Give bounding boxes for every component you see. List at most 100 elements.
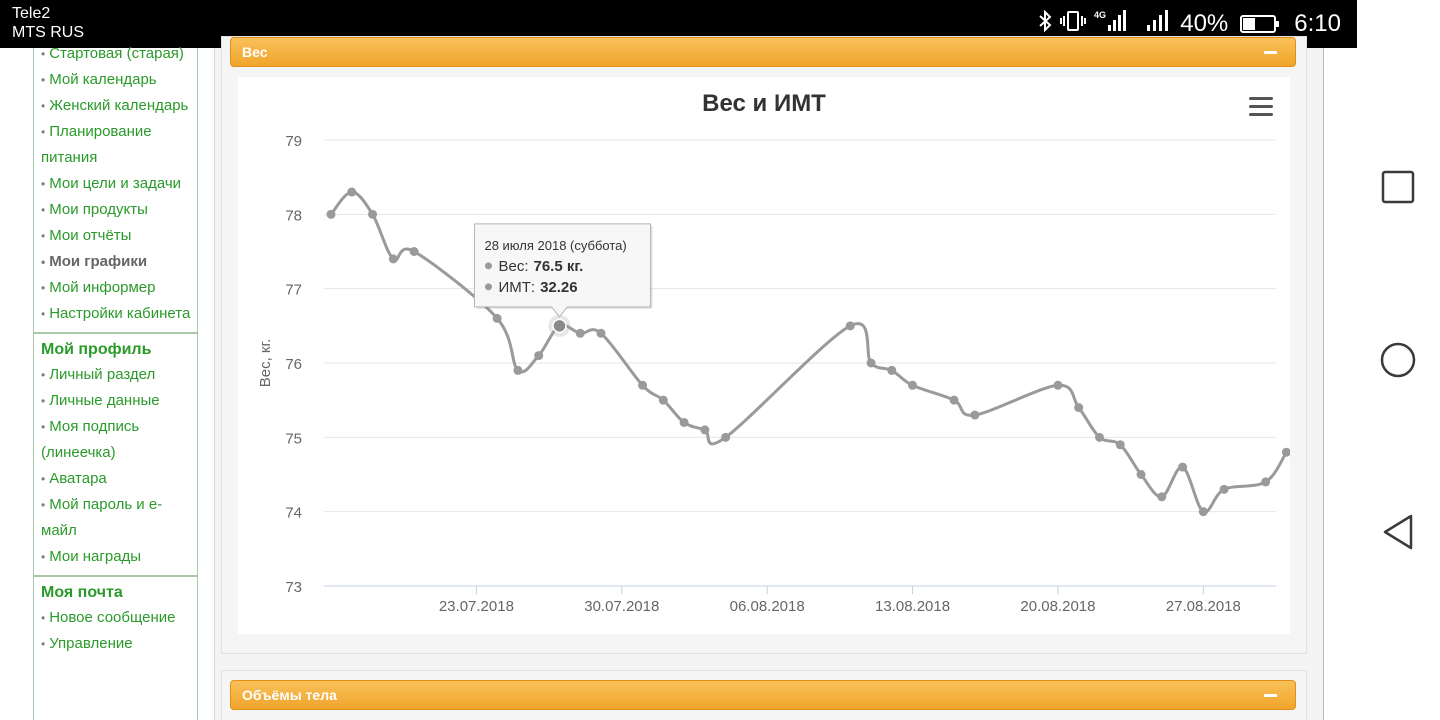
bullet-icon: • — [41, 203, 46, 217]
home-button[interactable] — [1377, 339, 1419, 381]
x-tick-label: 06.08.2018 — [730, 598, 805, 615]
back-triangle-icon — [1383, 514, 1413, 550]
sidebar-menu-item-label: Женский календарь — [49, 97, 189, 114]
data-point — [908, 380, 918, 390]
page: • Стартовая (старая) • Мой календарь • Женски… — [0, 36, 1357, 720]
x-tick-label: 30.07.2018 — [584, 598, 659, 615]
sidebar-menu-item[interactable]: • Мои графики — [41, 249, 193, 275]
bullet-icon: • — [41, 611, 46, 625]
tooltip-line: ИМТ: 32.26 — [498, 279, 577, 296]
bullet-icon: • — [41, 472, 46, 486]
bullet-icon: • — [41, 47, 46, 61]
sidebar-menu-item[interactable]: • Планирование питания — [41, 119, 193, 171]
data-point — [1281, 447, 1291, 457]
back-button[interactable] — [1377, 511, 1419, 553]
bullet-icon: • — [41, 307, 46, 321]
tooltip-line: Вес: 76.5 кг. — [498, 258, 583, 275]
data-point — [866, 358, 876, 368]
series-line — [329, 190, 1288, 514]
data-point — [949, 395, 959, 405]
sidebar-menu-item-label: Мои награды — [49, 548, 142, 565]
menu-section-mail: Моя почта • Новое сообщение • Управление — [34, 575, 197, 657]
sidebar-menu-item[interactable]: • Мой пароль и е-майл — [41, 492, 193, 544]
sidebar-menu-item[interactable]: • Управление — [41, 631, 193, 657]
bullet-icon: • — [41, 229, 46, 243]
y-tick-label: 73 — [285, 579, 302, 596]
menu-title-mail: Моя почта — [41, 584, 123, 601]
sidebar-menu-item[interactable]: • Стартовая (старая) — [41, 41, 193, 67]
data-point — [1053, 380, 1063, 390]
weight-panel: Вес Вес и ИМТ 73 74 75 76 77 78 79 Вес, кг. 23.07… — [221, 36, 1307, 654]
x-tick-label: 27.08.2018 — [1166, 598, 1241, 615]
menu-bar — [1249, 113, 1273, 116]
data-point — [887, 365, 897, 375]
sidebar-menu-item[interactable]: • Новое сообщение — [41, 605, 193, 631]
data-point — [534, 351, 544, 361]
sidebar-menu-item[interactable]: • Женский календарь — [41, 93, 193, 119]
bullet-icon: • — [41, 99, 46, 113]
menu-bar — [1249, 97, 1273, 100]
tooltip-line-value: 76.5 кг. — [533, 258, 583, 275]
vibrate-icon — [1060, 10, 1087, 39]
chart-container: Вес и ИМТ 73 74 75 76 77 78 79 Вес, кг. 23.07.201… — [238, 77, 1291, 634]
data-point — [658, 395, 668, 405]
x-tick-label: 13.08.2018 — [875, 598, 950, 615]
sidebar-menu-item[interactable]: • Мои награды — [41, 544, 193, 570]
sidebar-menu-item-label: Моя подпись (линеечка) — [41, 418, 140, 461]
sidebar-menu-item-label: Личный раздел — [49, 366, 156, 383]
weight-chart: Вес и ИМТ 73 74 75 76 77 78 79 Вес, кг. 23.07.201… — [257, 90, 1291, 615]
y-tick-label: 75 — [285, 430, 302, 447]
signal-icon — [1146, 9, 1172, 40]
sidebar-menu-item[interactable]: • Мои продукты — [41, 197, 193, 223]
sidebar-menu-item[interactable]: • Личный раздел — [41, 362, 193, 388]
bullet-icon: • — [41, 73, 46, 87]
data-point — [596, 328, 606, 338]
tooltip-header: 28 июля 2018 (суббота) — [484, 238, 626, 253]
battery-icon — [1240, 15, 1280, 33]
collapse-icon[interactable] — [1264, 694, 1277, 697]
tooltip-bullet — [484, 283, 492, 291]
bullet-icon: • — [41, 498, 46, 512]
sidebar-menu-item-label: Мой пароль и е-майл — [41, 496, 163, 539]
y-axis-label: Вес, кг. — [257, 339, 274, 388]
sidebar-menu-item-label: Мои цели и задачи — [49, 175, 182, 192]
circle-icon — [1380, 342, 1416, 378]
sidebar: • Стартовая (старая) • Мой календарь • Женски… — [33, 45, 198, 720]
weight-panel-header[interactable]: Вес — [230, 37, 1296, 67]
bullet-icon: • — [41, 125, 46, 139]
body-panel-header[interactable]: Объёмы тела — [230, 680, 1296, 710]
sidebar-menu-item-label: Мой календарь — [49, 71, 157, 88]
tooltip-line-value: 32.26 — [540, 279, 578, 296]
data-point — [1219, 484, 1229, 494]
data-point — [513, 365, 523, 375]
sidebar-menu-item[interactable]: • Мои отчёты — [41, 223, 193, 249]
sidebar-menu-item-label: Стартовая (старая) — [49, 45, 184, 62]
recent-apps-button[interactable] — [1377, 166, 1419, 208]
sidebar-menu-item-label: Настройки кабинета — [49, 305, 191, 322]
carrier-name: Tele2 — [12, 5, 51, 22]
square-icon — [1381, 170, 1415, 204]
data-point — [326, 209, 336, 219]
sidebar-menu-item-label: Мои отчёты — [49, 227, 132, 244]
sidebar-menu-item[interactable]: • Мой информер — [41, 275, 193, 301]
sidebar-menu-item[interactable]: • Моя подпись (линеечка) — [41, 414, 193, 466]
data-point — [721, 432, 731, 442]
sidebar-menu-item[interactable]: • Мой календарь — [41, 67, 193, 93]
network-type-label: 4G — [1094, 10, 1106, 20]
clock: 6:10 — [1294, 10, 1341, 37]
tooltip-box — [473, 223, 651, 318]
data-point — [970, 410, 980, 420]
y-tick-label: 76 — [285, 356, 302, 373]
data-point — [575, 328, 585, 338]
data-point — [1094, 432, 1104, 442]
chart-menu-icon[interactable] — [1249, 97, 1273, 116]
x-tick-label: 23.07.2018 — [439, 598, 514, 615]
sidebar-menu-item[interactable]: • Аватара — [41, 466, 193, 492]
sidebar-menu-item-label: Аватара — [49, 470, 107, 487]
bullet-icon: • — [41, 550, 46, 564]
sidebar-menu-item[interactable]: • Личные данные — [41, 388, 193, 414]
collapse-icon[interactable] — [1264, 51, 1277, 54]
sidebar-menu-item[interactable]: • Мои цели и задачи — [41, 171, 193, 197]
sidebar-menu-item[interactable]: • Настройки кабинета — [41, 301, 193, 327]
data-point — [1157, 492, 1167, 502]
